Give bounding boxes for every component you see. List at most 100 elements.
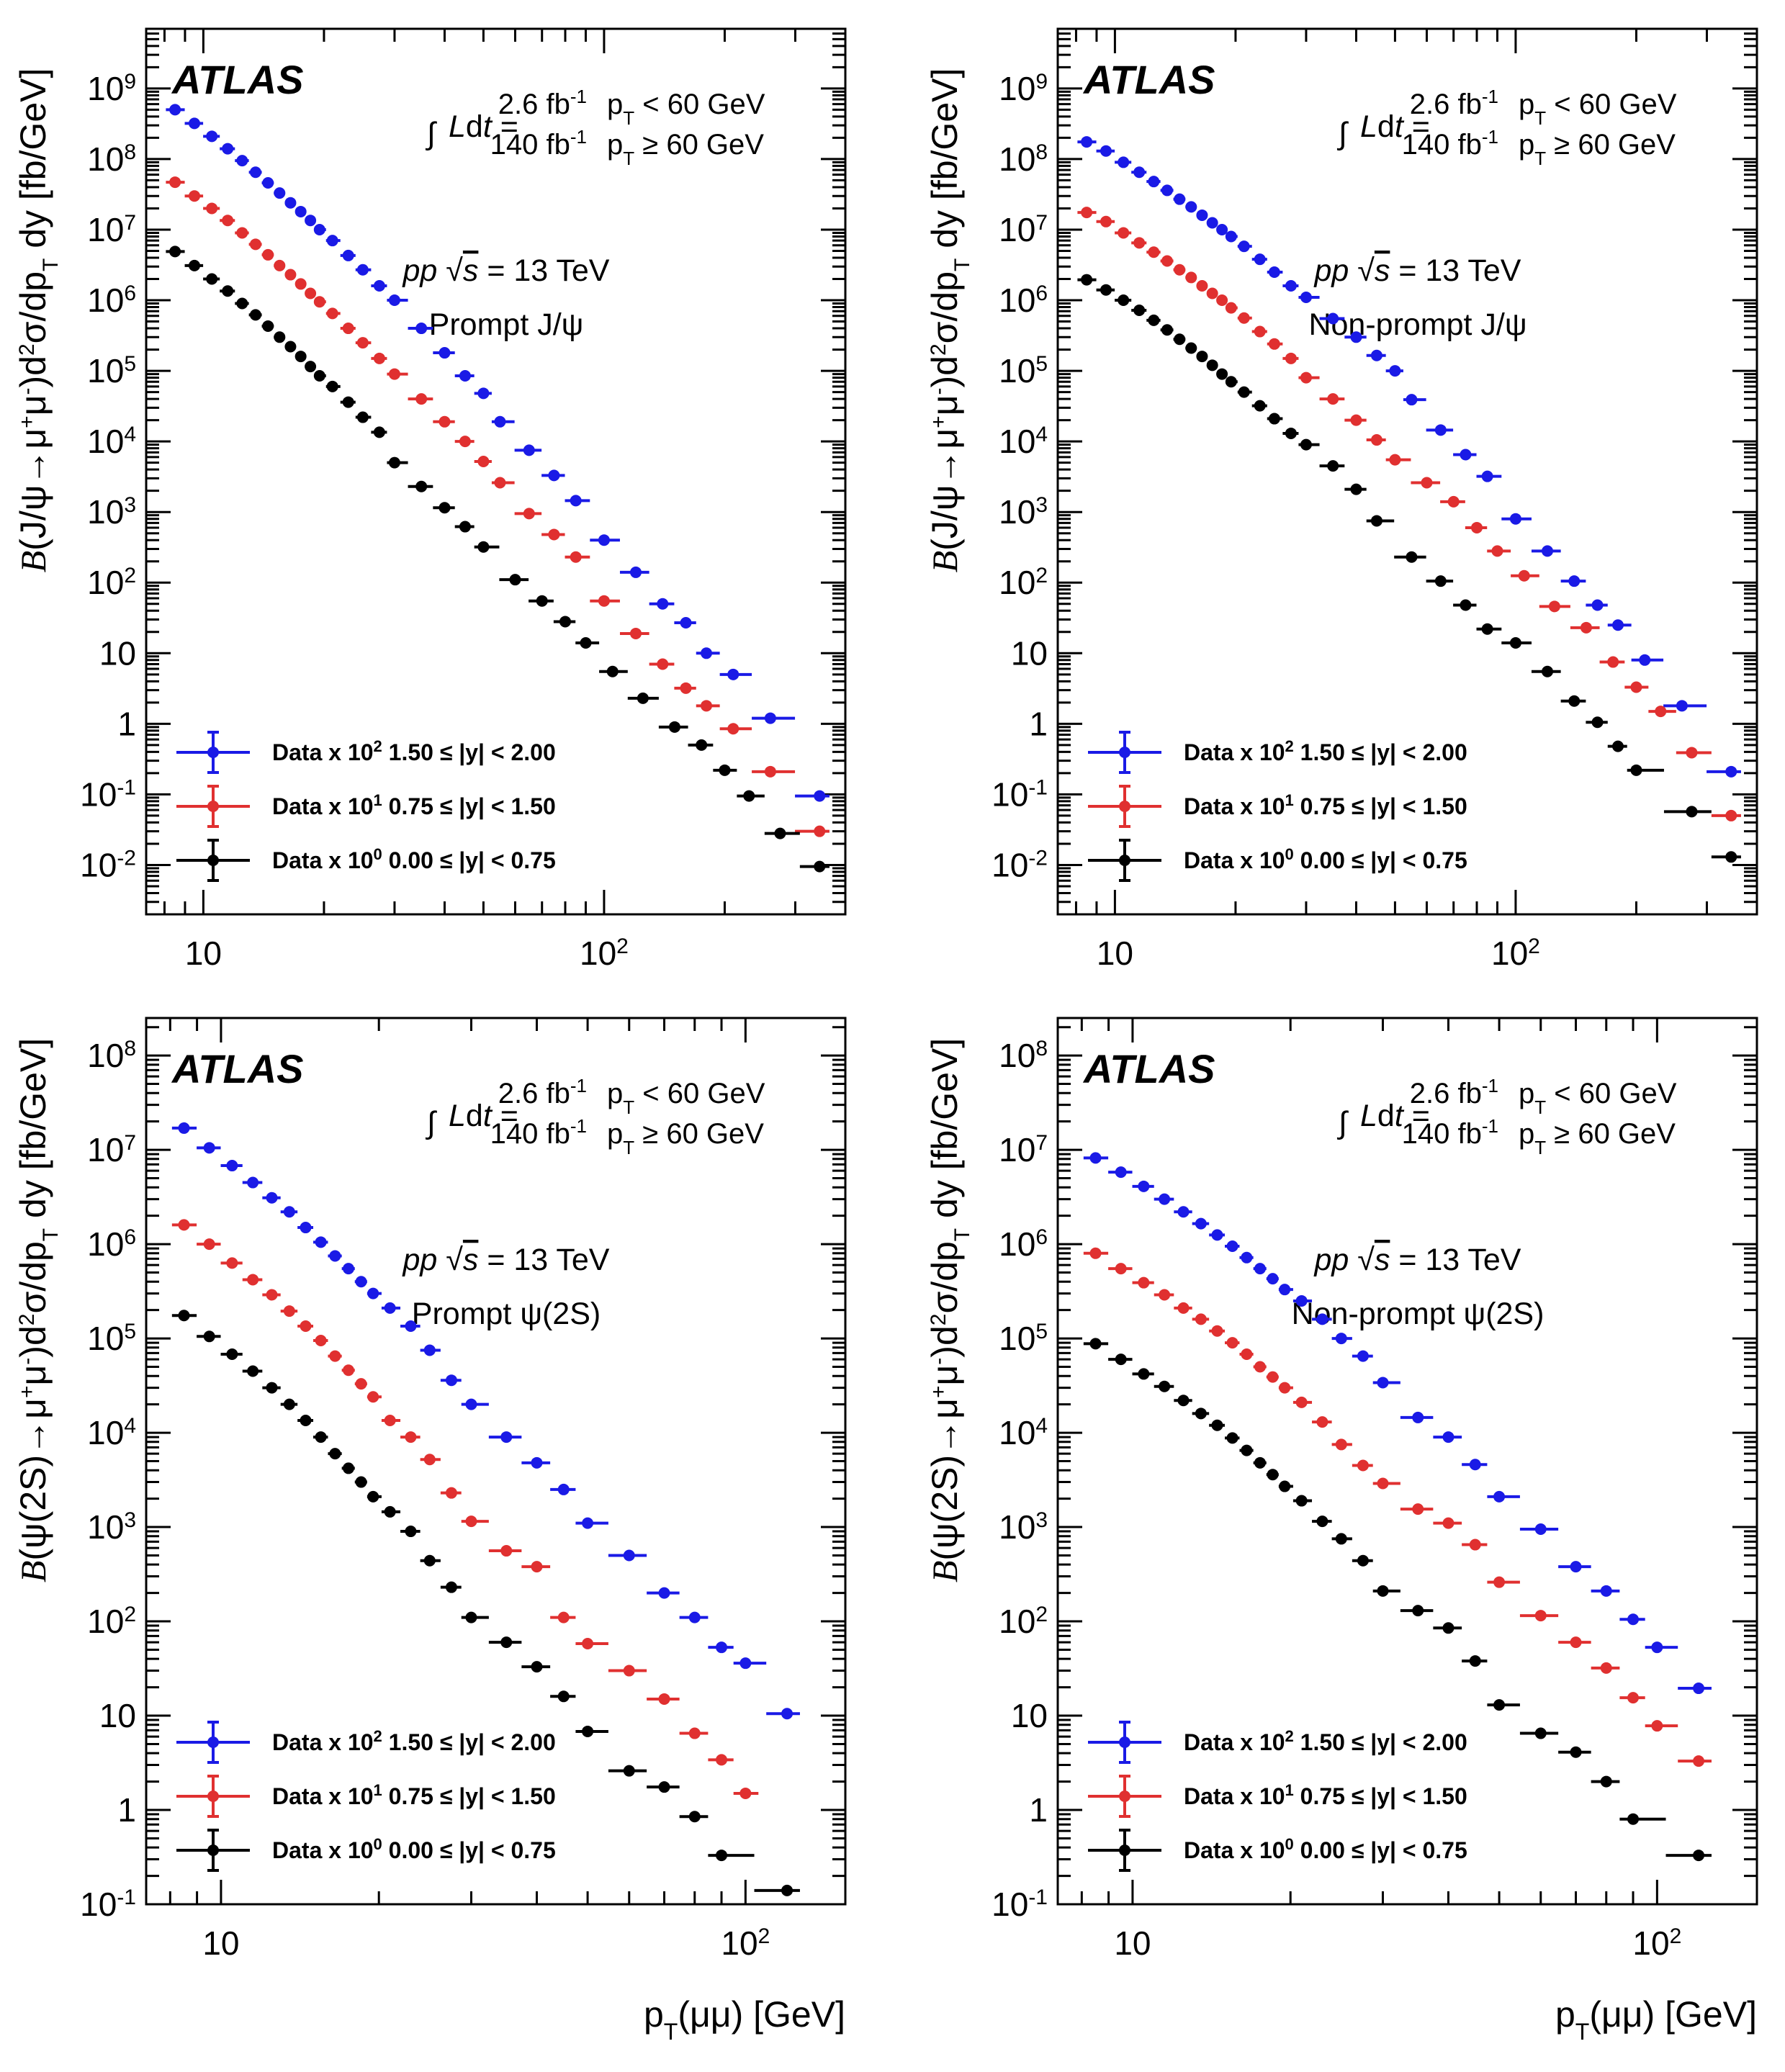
data-point <box>178 1310 190 1322</box>
data-point <box>500 1636 513 1649</box>
y-tick-label: 104 <box>999 423 1048 461</box>
data-point <box>284 341 297 353</box>
data-point <box>668 721 680 733</box>
data-point <box>1335 1533 1347 1545</box>
legend-entry-3: Data x 100 0.00 ≤ |y| < 0.75 <box>176 839 556 882</box>
y-axis-label: B(J/ψ→μ+μ-)d2σ/dpT dy [fb/GeV] <box>925 68 974 573</box>
legend-entry-2: Data x 101 0.75 ≤ |y| < 1.50 <box>176 1775 556 1818</box>
data-point <box>249 238 261 251</box>
y-tick-label: 104 <box>87 423 136 461</box>
data-point <box>1206 359 1218 371</box>
data-point <box>814 860 826 873</box>
data-point <box>1268 266 1280 279</box>
data-point <box>696 739 708 751</box>
data-point <box>1327 460 1339 472</box>
data-point <box>405 1526 417 1538</box>
data-point <box>384 1414 396 1426</box>
data-point <box>1206 287 1218 299</box>
legend-entry-2: Data x 101 0.75 ≤ |y| < 1.50 <box>176 785 556 828</box>
data-point <box>388 294 400 307</box>
data-point <box>1115 1353 1127 1366</box>
series-3 <box>1083 1338 1712 1862</box>
data-point <box>423 1344 436 1356</box>
data-point <box>1612 619 1624 631</box>
y-tick-label: 107 <box>87 1131 136 1169</box>
data-point <box>1316 1416 1328 1428</box>
data-point <box>405 1431 417 1443</box>
data-point <box>384 1302 396 1314</box>
data-point <box>739 1657 752 1670</box>
data-point <box>189 259 201 271</box>
data-point <box>274 187 286 199</box>
data-point <box>1509 636 1521 649</box>
x-tick-label: 102 <box>580 934 629 973</box>
data-point <box>623 1765 635 1777</box>
data-point <box>716 1754 728 1766</box>
y-tick-label: 1 <box>1029 705 1048 742</box>
data-point <box>1254 325 1266 338</box>
data-point <box>774 827 786 839</box>
lumi-cut: pT ≥ 60 GeV <box>607 129 764 169</box>
data-point <box>326 235 338 247</box>
data-point <box>1493 1699 1506 1711</box>
data-point <box>1434 575 1447 587</box>
data-point <box>1570 1746 1582 1758</box>
data-point <box>1327 312 1339 325</box>
data-point <box>1693 1850 1705 1862</box>
data-point <box>266 1192 278 1204</box>
data-point <box>494 477 506 489</box>
chart-panel-1: 10 102 10-2 10-1 1 10 102 103 104 105 106 107 108 109… <box>13 27 847 973</box>
data-point <box>1138 1180 1150 1192</box>
y-tick-label: 103 <box>87 493 136 531</box>
legend-label: Data x 101 0.75 ≤ |y| < 1.50 <box>1184 791 1467 820</box>
data-point <box>329 1250 341 1262</box>
data-point <box>459 521 471 533</box>
legend-marker-dot <box>207 1791 219 1802</box>
legend-marker-dot <box>207 801 219 812</box>
data-point <box>1081 274 1093 286</box>
data-point <box>1295 1495 1308 1507</box>
data-point <box>1651 1720 1663 1732</box>
data-point <box>415 323 428 335</box>
data-point <box>305 361 317 373</box>
data-point <box>1335 1333 1347 1345</box>
data-point <box>1225 302 1237 314</box>
integral-sign: ∫ <box>425 1106 437 1140</box>
x-tick-label: 10 <box>1114 1924 1151 1962</box>
series-3 <box>166 246 829 873</box>
data-point <box>1148 176 1160 188</box>
data-point <box>1412 1503 1424 1515</box>
y-tick-label: 108 <box>999 140 1048 178</box>
data-point <box>658 1781 670 1793</box>
integral-sign: ∫ <box>425 117 437 151</box>
y-tick-label: 109 <box>87 69 136 107</box>
data-point <box>1442 1622 1454 1634</box>
data-point <box>1279 1284 1291 1296</box>
data-point <box>1350 331 1362 343</box>
legend-marker-dot <box>1119 747 1130 758</box>
data-point <box>531 1561 543 1573</box>
legend-marker-dot <box>1119 855 1130 866</box>
series-2 <box>171 1219 759 1799</box>
y-tick-label: 10 <box>1011 634 1048 672</box>
data-point <box>445 1581 457 1593</box>
y-tick-label: 10 <box>99 1697 136 1734</box>
data-point <box>189 117 201 130</box>
data-point <box>1177 1395 1190 1407</box>
data-point <box>1118 227 1130 239</box>
data-point <box>1327 393 1339 405</box>
x-tick-label: 102 <box>1632 1924 1681 1963</box>
data-point <box>1216 368 1228 380</box>
data-point <box>1267 1371 1279 1383</box>
y-tick-label: 102 <box>87 1603 136 1641</box>
data-point <box>247 1365 259 1377</box>
data-point <box>1357 1350 1369 1362</box>
y-tick-label: 104 <box>999 1414 1048 1452</box>
data-point <box>300 1320 312 1333</box>
series-2 <box>1083 1247 1712 1767</box>
data-point <box>1481 470 1493 482</box>
data-point <box>459 436 471 448</box>
data-point <box>1591 599 1604 611</box>
data-point <box>680 617 692 629</box>
data-point <box>658 1587 670 1599</box>
